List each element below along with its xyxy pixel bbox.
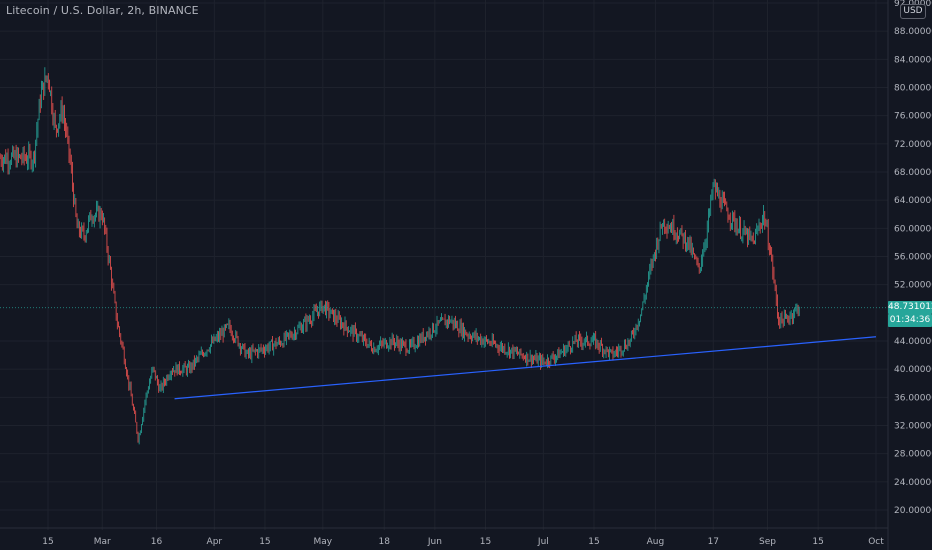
trendline[interactable] [174, 336, 877, 400]
price-tick-label: 88.000000 [894, 27, 932, 37]
time-tick-label: Jul [537, 537, 549, 547]
price-tick-label: 28.000000 [894, 450, 932, 460]
time-tick-label: 15 [259, 537, 270, 547]
symbol-title: Litecoin / U.S. Dollar, 2h, BINANCE [6, 4, 199, 17]
time-tick-label: Sep [759, 537, 776, 547]
trendline-segment [174, 336, 877, 400]
time-axis[interactable]: 15 Mar 16 Apr 15 May 18 Jun 15 Jul 15 Aug 17 Sep 15 Oct [0, 527, 888, 547]
time-tick-label: Apr [207, 537, 223, 547]
price-tick-label: 44.000000 [894, 337, 932, 347]
price-tick-label: 36.000000 [894, 393, 932, 403]
price-tick-label: 60.000000 [894, 224, 932, 234]
time-tick-label: 17 [708, 537, 719, 547]
time-tick-label: Aug [647, 537, 665, 547]
price-tick-label: 52.000000 [894, 281, 932, 291]
price-axis[interactable]: 92.00000088.00000084.00000080.00000076.0… [887, 0, 932, 550]
price-tick-label: 40.000000 [894, 365, 932, 375]
time-tick-label: Mar [94, 537, 111, 547]
time-tick-label: 18 [379, 537, 391, 547]
time-tick-label: 15 [588, 537, 599, 547]
time-tick-label: 15 [480, 537, 491, 547]
price-tick-label: 68.000000 [894, 168, 932, 178]
time-tick-label: May [313, 537, 332, 547]
price-tick-label: 32.000000 [894, 422, 932, 432]
price-tick-label: 72.000000 [894, 140, 932, 150]
price-tick-label: 56.000000 [894, 253, 932, 263]
currency-button[interactable]: USD [900, 4, 926, 19]
candlestick-series [0, 67, 800, 445]
price-tick-label: 20.000000 [894, 506, 932, 516]
price-tick-label: 84.000000 [894, 55, 932, 65]
price-tick-label: 24.000000 [894, 478, 932, 488]
time-tick-label: 15 [812, 537, 823, 547]
time-tick-label: 16 [151, 537, 163, 547]
price-tick-label: 76.000000 [894, 112, 932, 122]
price-tick-label: 80.000000 [894, 84, 932, 94]
chart-grid [0, 0, 888, 530]
current-price-label: 48.731012 [888, 301, 932, 314]
time-tick-label: Oct [868, 537, 884, 547]
price-tick-label: 64.000000 [894, 196, 932, 206]
time-tick-label: 15 [42, 537, 53, 547]
bar-countdown-label: 01:34:36 [888, 314, 932, 327]
time-tick-label: Jun [427, 537, 442, 547]
